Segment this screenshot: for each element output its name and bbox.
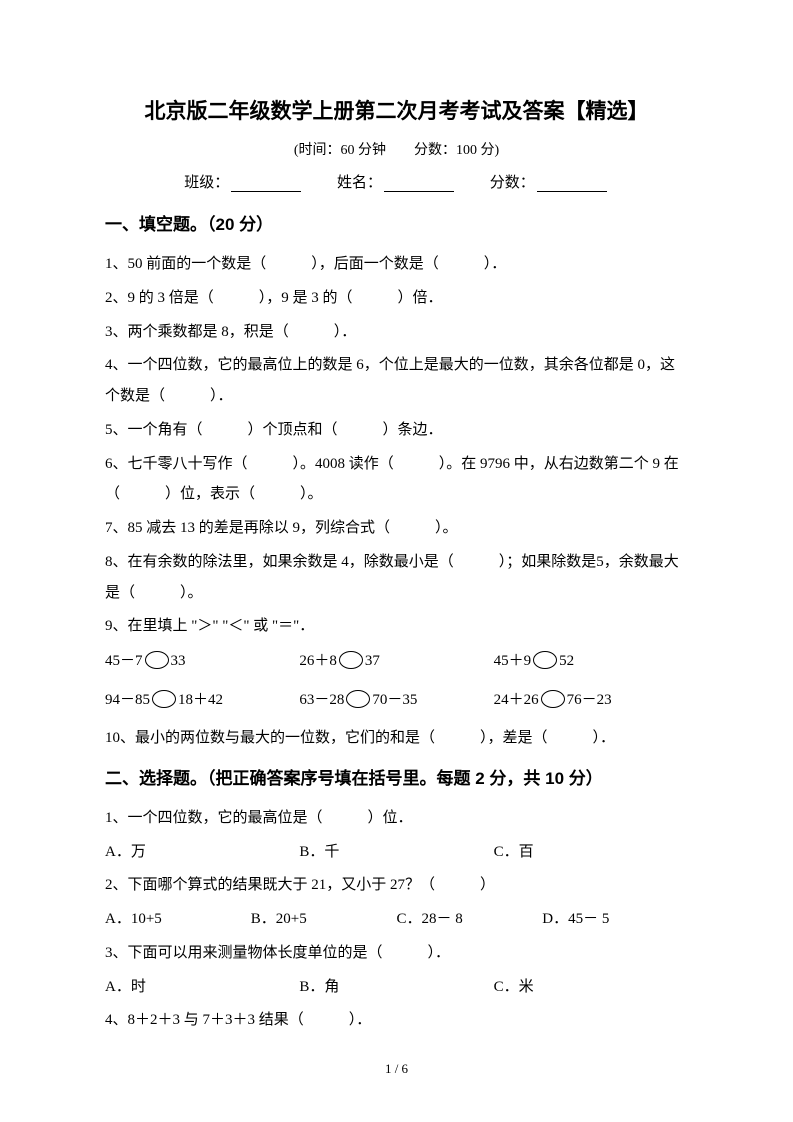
- q1-9: 9、在里填上 "＞" "＜" 或 "＝"．: [105, 611, 688, 642]
- comp-item: 94－85 18＋42: [105, 684, 299, 717]
- score-blank[interactable]: [537, 174, 607, 192]
- comp-item: 45－7 33: [105, 645, 299, 678]
- comp-right: 18＋42: [178, 692, 223, 708]
- comparison-row-1: 45－7 33 26＋8 37 45＋9 52: [105, 645, 688, 678]
- q2-1: 1、一个四位数，它的最高位是（ ）位．: [105, 803, 688, 834]
- comp-right: 52: [559, 653, 574, 669]
- compare-circle[interactable]: [533, 651, 557, 669]
- section-2-header: 二、选择题。（把正确答案序号填在括号里。每题 2 分，共 10 分）: [105, 764, 688, 789]
- student-info-line: 班级： 姓名： 分数：: [105, 171, 688, 192]
- comp-right: 76－23: [567, 692, 612, 708]
- option-b: B．20+5: [251, 904, 397, 935]
- score-label: 分数：: [490, 175, 535, 191]
- q1-5: 5、一个角有（ ）个顶点和（ ）条边．: [105, 415, 688, 446]
- q1-1: 1、50 前面的一个数是（ ），后面一个数是（ ）．: [105, 249, 688, 280]
- comp-left: 26＋8: [299, 653, 337, 669]
- comp-right: 33: [171, 653, 186, 669]
- name-blank[interactable]: [384, 174, 454, 192]
- exam-title: 北京版二年级数学上册第二次月考考试及答案【精选】: [105, 95, 688, 125]
- section-1-header: 一、填空题。（20 分）: [105, 210, 688, 235]
- q1-6: 6、七千零八十写作（ ）。4008 读作（ ）。在 9796 中，从右边数第二个…: [105, 449, 688, 511]
- compare-circle[interactable]: [145, 651, 169, 669]
- comp-item: 45＋9 52: [494, 645, 688, 678]
- q2-2-options: A．10+5 B．20+5 C．28－ 8 D．45－ 5: [105, 904, 688, 935]
- q1-8: 8、在有余数的除法里，如果余数是 4，除数最小是（ ）；如果除数是5，余数最大是…: [105, 547, 688, 609]
- comparison-row-2: 94－85 18＋42 63－28 70－35 24＋26 76－23: [105, 684, 688, 717]
- comp-left: 45＋9: [494, 653, 532, 669]
- q1-10: 10、最小的两位数与最大的一位数，它们的和是（ ），差是（ ）．: [105, 723, 688, 754]
- comp-left: 94－85: [105, 692, 150, 708]
- option-a: A．10+5: [105, 904, 251, 935]
- option-c: C．百: [494, 837, 688, 868]
- compare-circle[interactable]: [152, 690, 176, 708]
- comp-right: 37: [365, 653, 380, 669]
- q1-4: 4、一个四位数，它的最高位上的数是 6，个位上是最大的一位数，其余各位都是 0，…: [105, 350, 688, 412]
- q2-3-options: A．时 B．角 C．米: [105, 972, 688, 1003]
- option-a: A．万: [105, 837, 299, 868]
- class-blank[interactable]: [231, 174, 301, 192]
- comp-item: 24＋26 76－23: [494, 684, 688, 717]
- exam-subtitle: (时间：60 分钟 分数：100 分): [105, 139, 688, 159]
- comp-item: 26＋8 37: [299, 645, 493, 678]
- comp-right: 70－35: [372, 692, 417, 708]
- option-b: B．千: [299, 837, 493, 868]
- comp-left: 45－7: [105, 653, 143, 669]
- comp-item: 63－28 70－35: [299, 684, 493, 717]
- page-number: 1 / 6: [0, 1061, 793, 1077]
- compare-circle[interactable]: [339, 651, 363, 669]
- q2-4: 4、8＋2＋3 与 7＋3＋3 结果（ ）．: [105, 1005, 688, 1036]
- option-a: A．时: [105, 972, 299, 1003]
- name-label: 姓名：: [337, 175, 382, 191]
- compare-circle[interactable]: [541, 690, 565, 708]
- q1-2: 2、9 的 3 倍是（ ），9 是 3 的（ ）倍．: [105, 283, 688, 314]
- comp-left: 24＋26: [494, 692, 539, 708]
- q1-3: 3、两个乘数都是 8，积是（ ）．: [105, 317, 688, 348]
- q2-3: 3、下面可以用来测量物体长度单位的是（ ）．: [105, 938, 688, 969]
- q2-2: 2、下面哪个算式的结果既大于 21，又小于 27？（ ）: [105, 870, 688, 901]
- class-label: 班级：: [184, 175, 229, 191]
- option-b: B．角: [299, 972, 493, 1003]
- option-c: C．米: [494, 972, 688, 1003]
- comp-left: 63－28: [299, 692, 344, 708]
- option-c: C．28－ 8: [397, 904, 543, 935]
- q2-1-options: A．万 B．千 C．百: [105, 837, 688, 868]
- q1-7: 7、85 减去 13 的差是再除以 9，列综合式（ ）。: [105, 513, 688, 544]
- option-d: D．45－ 5: [542, 904, 688, 935]
- compare-circle[interactable]: [346, 690, 370, 708]
